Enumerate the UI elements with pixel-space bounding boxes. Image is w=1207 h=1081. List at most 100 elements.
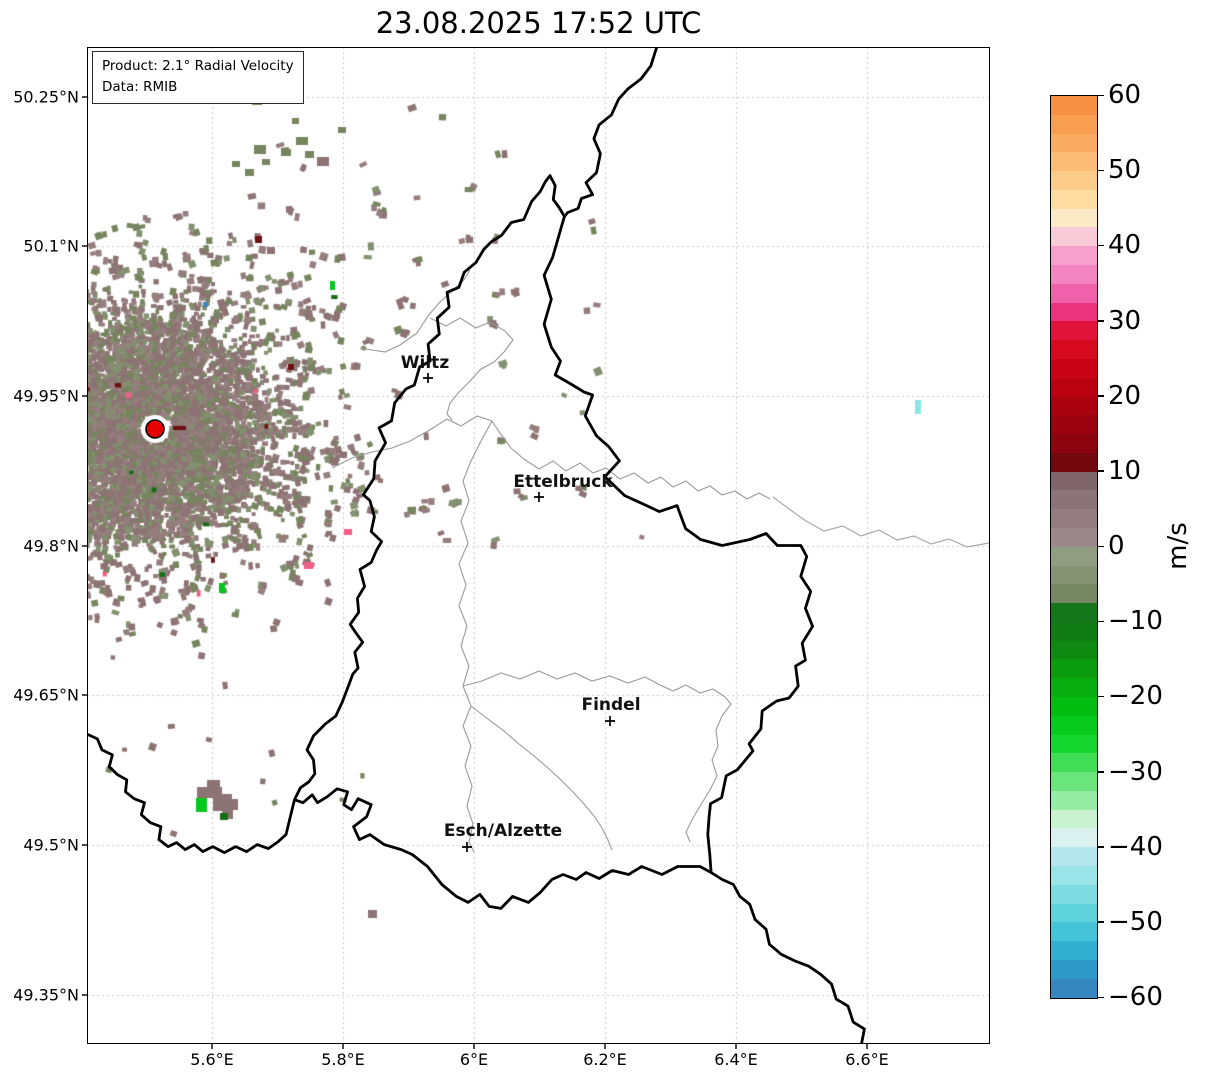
colorbar-tick-label: 30 [1108, 305, 1142, 336]
colorbar-band [1051, 847, 1097, 867]
be-fr-border [87, 732, 296, 854]
colorbar-band [1051, 903, 1097, 923]
colorbar-band [1051, 866, 1097, 885]
colorbar-tick-label: 20 [1108, 380, 1142, 411]
y-axis-tick-label: 49.35°N [13, 985, 79, 1005]
y-axis-tick-label: 49.5°N [23, 835, 79, 855]
colorbar-band [1051, 546, 1097, 566]
colorbar-tick-mark [1097, 470, 1104, 472]
x-axis-tick-label: 5.6°E [190, 1050, 234, 1069]
legend-data-line: Data: RMIB [102, 78, 178, 95]
colorbar-band [1051, 640, 1097, 660]
colorbar-band [1051, 340, 1097, 359]
colorbar-tick-mark [1097, 169, 1104, 172]
colorbar-tick-label: −10 [1108, 606, 1163, 637]
colorbar-band [1051, 734, 1097, 754]
colorbar-band [1051, 678, 1097, 697]
colorbar-tick-mark [1097, 320, 1104, 322]
district-border-line [458, 420, 493, 853]
plot-title: 23.08.2025 17:52 UTC [375, 6, 702, 40]
colorbar-band [1051, 283, 1097, 303]
colorbar-tick-mark [1097, 996, 1104, 998]
colorbar-band [1051, 189, 1097, 209]
district-border-line [462, 670, 732, 843]
colorbar [1050, 95, 1098, 999]
city-marker [534, 492, 544, 502]
colorbar-band [1051, 603, 1097, 622]
colorbar-band [1051, 96, 1097, 115]
colorbar-tick-mark [1097, 545, 1104, 547]
colorbar-band [1051, 790, 1097, 810]
y-axis-tick-label: 49.95°N [13, 386, 79, 406]
colorbar-band [1051, 265, 1097, 284]
colorbar-tick-mark [1097, 94, 1104, 96]
colorbar-band [1051, 809, 1097, 829]
be-de-border [563, 47, 659, 218]
x-axis-tick-label: 6.2°E [583, 1050, 627, 1069]
colorbar-band [1051, 302, 1097, 322]
colorbar-band [1051, 697, 1097, 716]
colorbar-band [1051, 358, 1097, 378]
colorbar-band [1051, 884, 1097, 904]
colorbar-band [1051, 227, 1097, 247]
colorbar-band [1051, 171, 1097, 190]
colorbar-tick-label: −60 [1108, 982, 1163, 1012]
city-marker [423, 373, 433, 383]
colorbar-tick-label: −20 [1108, 681, 1163, 712]
colorbar-tick-mark [1097, 620, 1104, 623]
legend-product-line: Product: 2.1° Radial Velocity [102, 58, 294, 74]
colorbar-band [1051, 490, 1097, 510]
colorbar-band [1051, 471, 1097, 491]
colorbar-band [1051, 396, 1097, 416]
district-border-line [429, 317, 514, 421]
colorbar-tick-mark [1097, 244, 1104, 247]
colorbar-tick-mark [1097, 395, 1104, 397]
colorbar-tick-label: 60 [1108, 80, 1142, 110]
radar-site-dot [145, 419, 165, 439]
district-border-line [359, 269, 471, 353]
city-label: Esch/Alzette [444, 821, 562, 841]
colorbar-band [1051, 527, 1097, 547]
colorbar-band [1051, 941, 1097, 960]
colorbar-tick-mark [1097, 921, 1104, 923]
colorbar-band [1051, 434, 1097, 453]
fr-de-border [710, 871, 866, 1044]
x-axis-tick-label: 6°E [459, 1050, 489, 1069]
colorbar-band [1051, 659, 1097, 679]
river-line [772, 496, 990, 548]
colorbar-band [1051, 377, 1097, 397]
district-border-line [331, 415, 771, 500]
colorbar-band [1051, 772, 1097, 791]
district-border-line [470, 705, 613, 851]
colorbar-tick-label: −30 [1108, 756, 1163, 787]
colorbar-band [1051, 922, 1097, 942]
colorbar-tick-label: 50 [1108, 155, 1142, 186]
colorbar-band [1051, 828, 1097, 848]
colorbar-band [1051, 959, 1097, 979]
y-axis-tick-label: 49.65°N [13, 685, 79, 705]
city-marker [462, 842, 472, 852]
x-axis-tick-label: 6.4°E [714, 1050, 758, 1069]
colorbar-tick-label: 0 [1108, 531, 1125, 561]
colorbar-band [1051, 321, 1097, 341]
x-axis-tick-label: 6.6°E [845, 1050, 889, 1069]
y-axis-tick-label: 50.1°N [23, 236, 79, 256]
city-label: Findel [581, 695, 640, 715]
colorbar-band [1051, 415, 1097, 435]
colorbar-tick-label: −50 [1108, 906, 1163, 937]
luxembourg-country-border [293, 174, 814, 910]
colorbar-tick-mark [1097, 771, 1104, 773]
colorbar-band [1051, 621, 1097, 641]
city-label: Wiltz [401, 353, 450, 373]
colorbar-band [1051, 208, 1097, 228]
colorbar-band [1051, 152, 1097, 172]
colorbar-tick-mark [1097, 846, 1104, 848]
colorbar-tick-mark [1097, 695, 1104, 698]
colorbar-band [1051, 565, 1097, 585]
colorbar-tick-label: 10 [1108, 455, 1142, 486]
colorbar-band [1051, 452, 1097, 472]
y-axis-tick-label: 50.25°N [13, 87, 79, 107]
x-axis-tick-label: 5.8°E [321, 1050, 365, 1069]
